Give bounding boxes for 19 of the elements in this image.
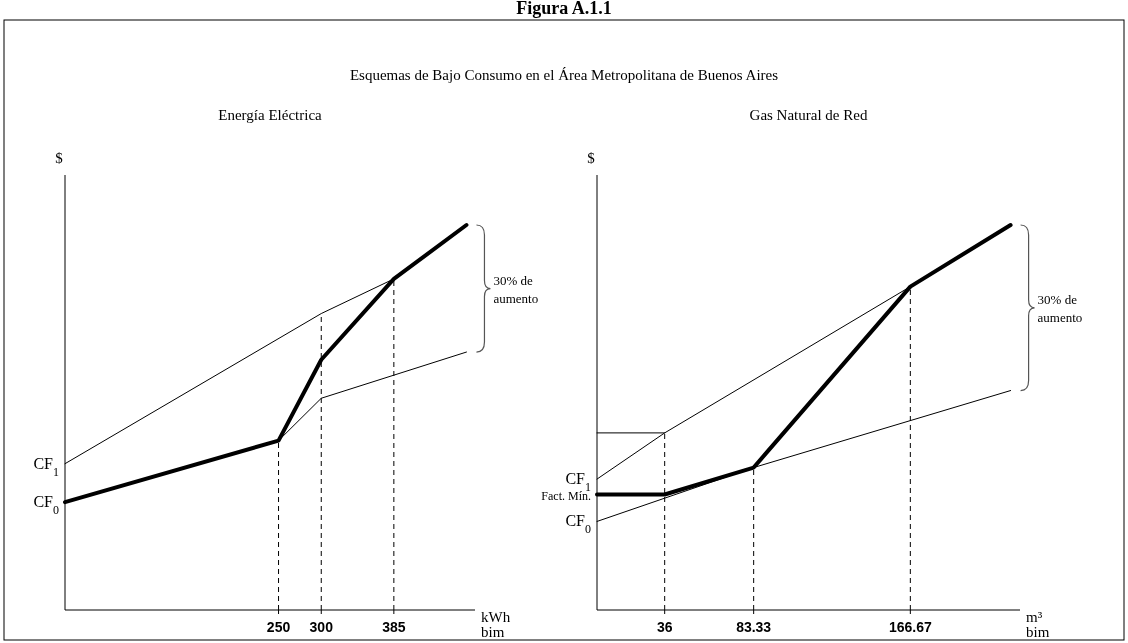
chart-title: Energía Eléctrica xyxy=(218,107,323,123)
x-axis-title: m³ bim xyxy=(1026,609,1050,640)
x-tick-label: 36 xyxy=(656,619,673,635)
x-tick-label: 83.33 xyxy=(736,619,772,635)
text: CF$_{1}$ xyxy=(33,454,59,479)
text: 30% de aumento xyxy=(1037,291,1083,325)
text: Figura A.1.1 xyxy=(516,0,612,18)
y-axis-title: $ xyxy=(587,150,596,166)
x-tick-label: 300 xyxy=(309,619,334,635)
x-tick-label: 250 xyxy=(266,619,291,635)
text: CF$_{0}$ xyxy=(33,493,59,518)
chart-title: Gas Natural de Red xyxy=(749,107,868,123)
text: Esquemas de Bajo Consumo en el Área Metropolitana de Buenos Aires xyxy=(349,67,779,83)
x-tick-label: 385 xyxy=(382,619,406,635)
text: CF$_{0}$ xyxy=(565,512,591,537)
x-axis-title: kWh bim xyxy=(481,609,511,640)
y-axis-title: $ xyxy=(55,150,64,166)
text: 30% de aumento xyxy=(493,272,539,306)
x-tick-label: 166.67 xyxy=(888,619,932,635)
